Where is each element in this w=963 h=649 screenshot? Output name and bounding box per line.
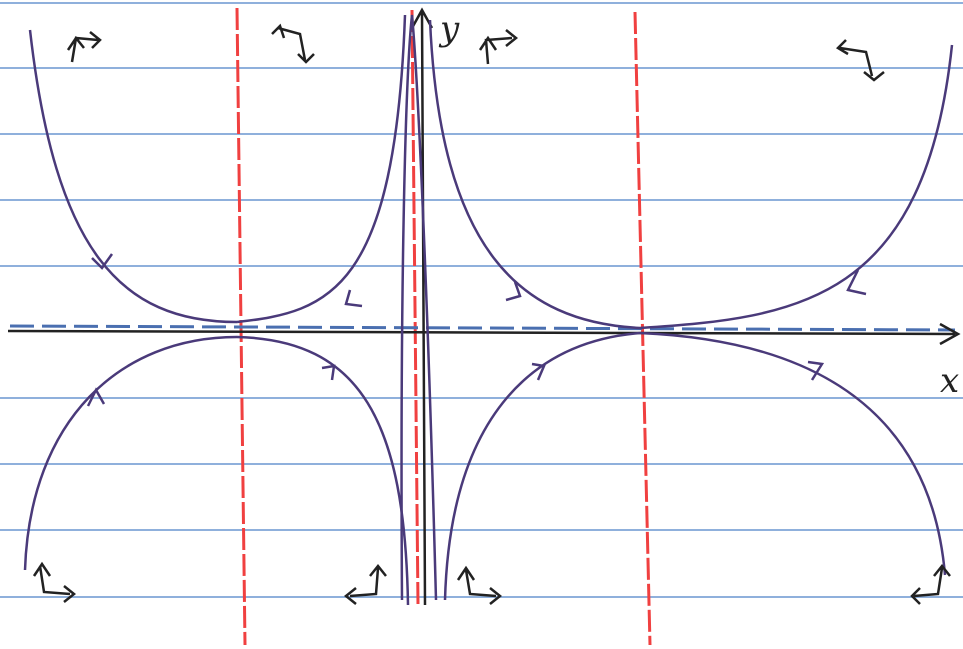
- paper-lines: [0, 2, 963, 598]
- corner-glyphs: [32, 23, 951, 605]
- trajectory: [428, 19, 641, 330]
- glyph: [456, 565, 503, 605]
- trajectory: [236, 335, 410, 606]
- trajectory: [639, 44, 954, 330]
- y-axis: [410, 7, 434, 606]
- arrowhead: [846, 269, 867, 296]
- trajectory: [28, 29, 238, 324]
- arrowhead: [531, 362, 546, 381]
- x-axis: [7, 322, 961, 346]
- y-label: y: [438, 9, 460, 49]
- glyph: [66, 31, 102, 63]
- glyph: [343, 563, 387, 605]
- trajectory: [400, 14, 438, 601]
- glyph: [32, 561, 77, 603]
- glyph: [271, 23, 315, 64]
- trajectory: [639, 331, 947, 576]
- x-label: x: [940, 361, 959, 401]
- axes: y x: [7, 7, 961, 606]
- trajectory: [443, 331, 641, 601]
- direction-arrows: [86, 253, 867, 407]
- invariant-line: [9, 324, 956, 332]
- glyph: [478, 29, 519, 65]
- asymptote: [410, 9, 420, 606]
- glyph: [910, 563, 951, 605]
- arrowhead: [807, 360, 825, 381]
- arrowhead: [86, 387, 106, 407]
- arrowhead: [344, 289, 363, 308]
- trajectory: [23, 335, 238, 571]
- arrowhead: [321, 364, 336, 381]
- arrowhead: [505, 281, 522, 302]
- arrowhead: [91, 253, 114, 270]
- trajectory: [236, 14, 407, 324]
- glyph: [835, 39, 885, 82]
- trajectories: [23, 14, 954, 606]
